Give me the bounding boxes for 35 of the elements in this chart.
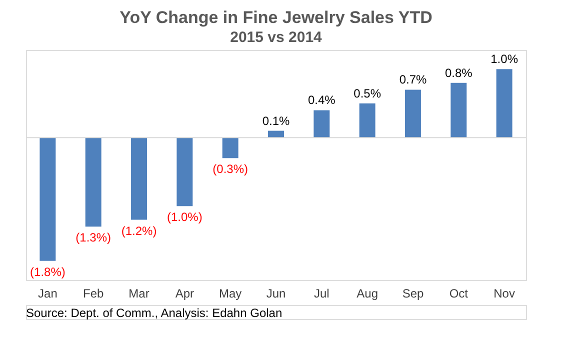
- chart-title: YoY Change in Fine Jewelry Sales YTD: [120, 8, 432, 27]
- x-tick-label: Aug: [356, 286, 378, 300]
- data-label: 0.5%: [354, 86, 382, 100]
- x-tick-label: Nov: [494, 286, 515, 300]
- x-tick-label: Sep: [402, 286, 424, 300]
- x-tick-label: May: [219, 286, 242, 300]
- bar: [131, 138, 148, 220]
- bar: [176, 138, 193, 206]
- bar: [222, 138, 238, 158]
- bar: [450, 82, 467, 138]
- bar: [85, 138, 102, 227]
- x-tick-label: Oct: [449, 286, 469, 300]
- x-tick-label: Feb: [83, 286, 104, 300]
- bar: [404, 90, 421, 138]
- bar: [314, 110, 330, 138]
- source-note: Source: Dept. of Comm., Analysis: Edahn Golan: [26, 306, 282, 320]
- chart-subtitle: 2015 vs 2014: [230, 29, 323, 46]
- x-tick-label: Jul: [314, 286, 330, 300]
- data-label: 0.7%: [399, 72, 427, 87]
- data-label: (1.2%): [121, 224, 157, 238]
- data-label: 0.8%: [444, 66, 473, 80]
- data-label: 0.1%: [262, 114, 290, 128]
- data-label: (1.0%): [167, 210, 202, 224]
- x-tick-label: Jan: [38, 286, 58, 300]
- data-label: (1.8%): [30, 264, 66, 279]
- data-label: (0.3%): [212, 162, 248, 176]
- x-tick-label: Jun: [266, 286, 286, 300]
- data-label: 0.4%: [308, 93, 336, 108]
- bar: [359, 103, 376, 138]
- data-label: 1.0%: [490, 52, 518, 66]
- data-label: (1.3%): [76, 230, 112, 245]
- x-tick-label: Apr: [175, 286, 194, 300]
- bar: [496, 69, 512, 138]
- x-tick-label: Mar: [128, 286, 150, 300]
- bar: [40, 138, 56, 261]
